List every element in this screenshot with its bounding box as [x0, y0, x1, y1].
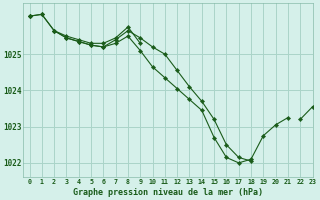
X-axis label: Graphe pression niveau de la mer (hPa): Graphe pression niveau de la mer (hPa) [73, 188, 263, 197]
